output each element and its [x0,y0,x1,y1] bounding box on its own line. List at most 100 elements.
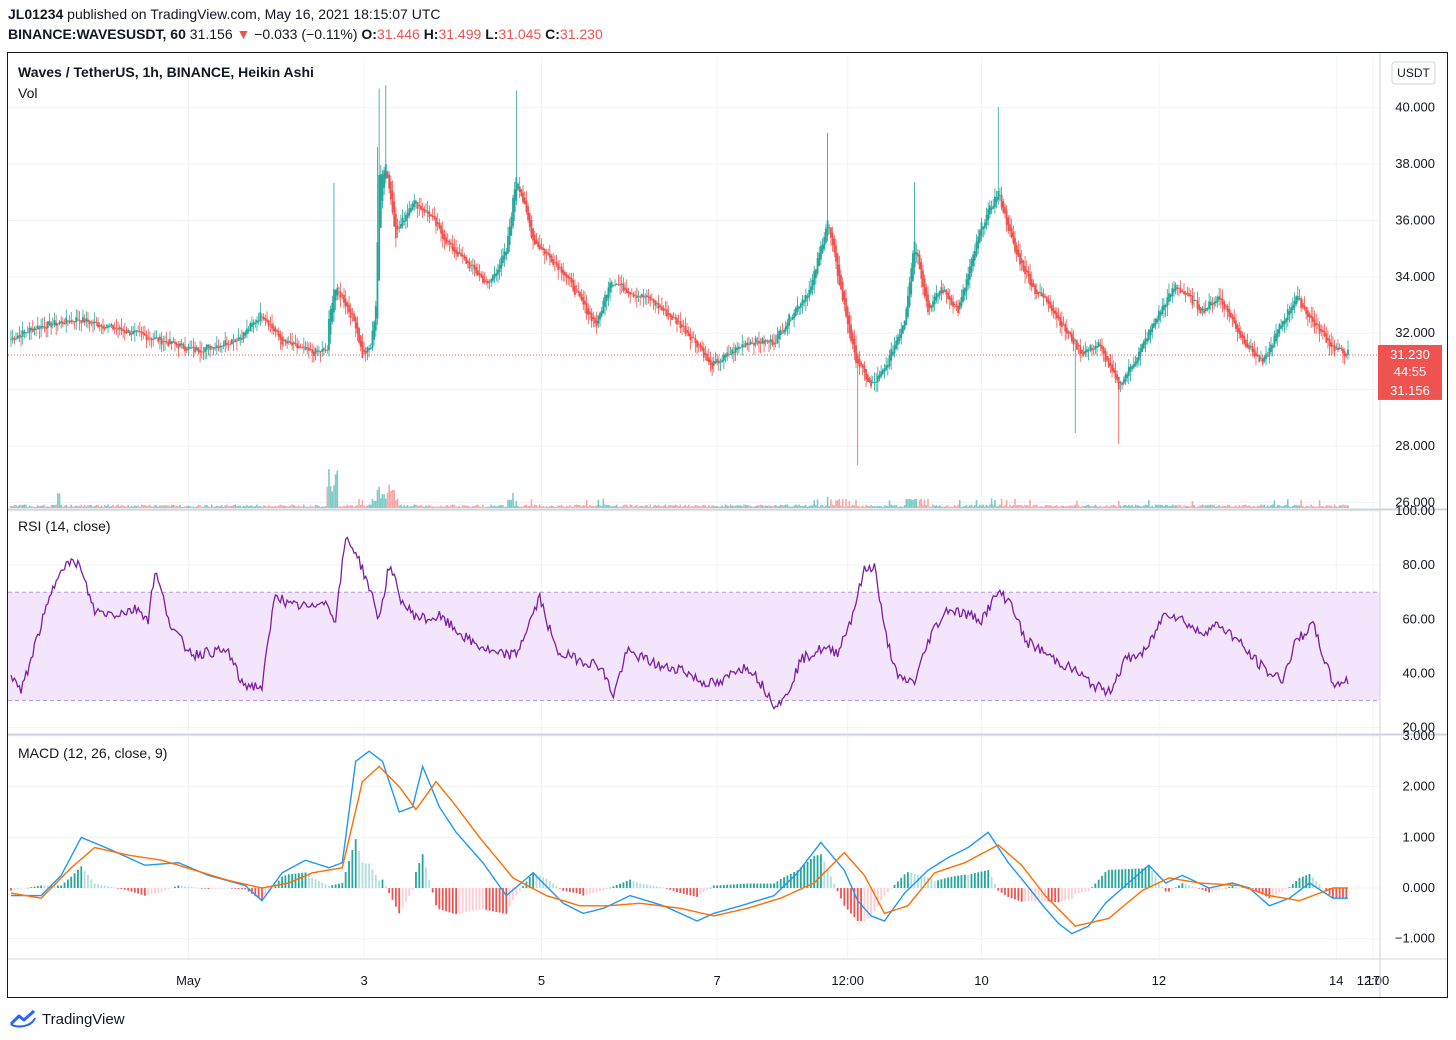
volume-bar [758,505,760,508]
volume-bar [769,505,772,508]
macd-hist-bar [515,888,518,896]
candle-body [1149,329,1152,335]
macd-hist-bar [1060,888,1063,902]
volume-bar [400,504,402,508]
volume-bar [681,506,683,508]
volume-bar [684,504,687,508]
macd-hist-bar [565,888,568,892]
candle-body [798,306,801,309]
candle-body [25,332,27,334]
candle-body [378,175,381,281]
volume-bar [423,506,426,508]
close-label: C: [545,26,560,42]
volume-bar [1059,506,1061,508]
candle-body [890,349,893,361]
macd-hist-bar [933,881,936,889]
candle-body [1077,345,1080,346]
candle-body [287,340,290,343]
volume-bar [518,506,521,508]
candle-body [212,347,215,350]
candle-body [1045,296,1048,302]
macd-hist-bar [679,888,682,894]
volume-bar [28,505,31,508]
volume-bar [559,505,561,508]
volume-bar [1134,504,1137,508]
tradingview-brand[interactable]: TradingView [42,1010,125,1028]
candle-body [825,228,827,243]
candle-body [411,203,414,210]
volume-bar [915,498,918,508]
axis-layer: May35712:0010121412:001726.00028.00030.0… [8,53,1447,997]
macd-hist-bar [217,888,220,889]
volume-bar [794,504,797,508]
macd-hist-bar [485,888,488,910]
currency-button[interactable]: USDT [1391,61,1436,85]
chart-frame[interactable]: May35712:0010121412:001726.00028.00030.0… [7,52,1448,998]
candle-body [1099,344,1102,346]
volume-bar [669,505,672,508]
candle-body [1164,305,1167,308]
candle-body [851,332,854,345]
volume-bar [60,504,63,508]
candle-body [388,174,391,189]
volume-bar [97,504,99,508]
y-tick-label: 32.000 [1395,325,1435,340]
volume-bar [321,506,324,508]
volume-bar [162,505,165,508]
volume-bar [644,505,646,508]
volume-bar [185,505,188,508]
candle-body [619,284,621,286]
candle-body [1181,290,1184,292]
volume-bar [1015,505,1018,508]
candle-body [706,353,709,362]
candle-body [420,205,422,210]
volume-bar [1265,506,1267,508]
volume-bar [274,505,277,508]
macd-hist-bar [656,886,658,889]
volume-bar [803,505,805,508]
macd-hist-bar [43,885,46,889]
volume-bar [1173,505,1175,508]
volume-bar [1199,505,1202,508]
candle-body [891,351,894,355]
candle-body [744,343,747,347]
volume-bar [736,505,739,508]
author-name[interactable]: JL01234 [8,6,64,22]
candle-body [912,253,914,282]
volume-bar [646,505,648,508]
macd-hist-bar [568,888,571,892]
candle-body [408,208,411,216]
macd-hist-bar [639,883,642,889]
candle-body [918,254,921,270]
volume-bar [1302,505,1304,508]
candle-body [965,279,968,292]
candle-body [958,302,961,310]
candle-body [639,296,642,298]
chart-canvas[interactable]: May35712:0010121412:001726.00028.00030.0… [8,53,1447,997]
volume-bar [622,504,625,508]
volume-bar [129,506,131,508]
volume-bar [512,492,514,508]
candle-body [326,349,329,351]
candle-body [881,370,884,375]
candle-body [1057,315,1060,319]
volume-bar [1122,505,1125,508]
candle-body [1342,348,1344,354]
signal-line [10,765,1348,927]
volume-bar [1323,506,1326,508]
candle-body [589,311,591,315]
macd-hist-bar [980,871,983,889]
candle-body [1283,320,1286,325]
candle-body [53,320,56,325]
candle-body [117,328,119,330]
macd-hist-bar [214,888,217,889]
candle-body [930,305,933,309]
macd-hist-bar [843,888,846,906]
macd-hist-bar [1335,888,1338,899]
macd-hist-bar [36,886,39,889]
candle-body [786,322,789,329]
candle-body [1229,312,1232,318]
macd-hist-bar [498,888,501,913]
candle-body [286,340,289,344]
volume-bar [90,505,93,508]
